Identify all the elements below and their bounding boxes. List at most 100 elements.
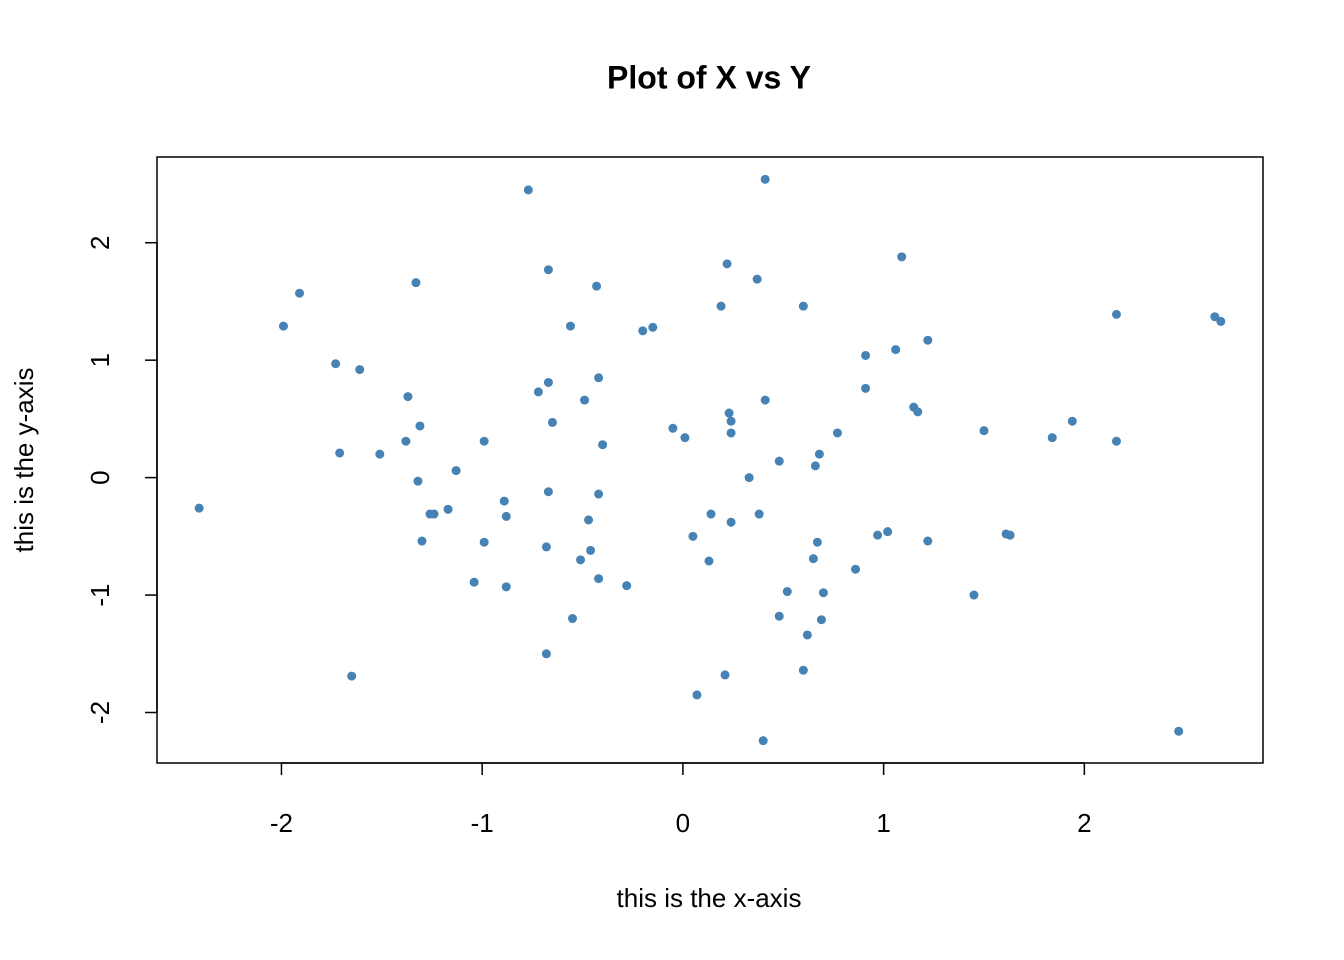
point bbox=[403, 392, 413, 402]
point bbox=[706, 509, 716, 519]
chart-title: Plot of X vs Y bbox=[607, 59, 811, 95]
point bbox=[861, 350, 871, 360]
point bbox=[923, 335, 933, 345]
point bbox=[541, 542, 551, 552]
x-tick-label: -1 bbox=[471, 808, 494, 838]
point bbox=[680, 433, 690, 443]
point bbox=[722, 259, 732, 269]
x-axis-label: this is the x-axis bbox=[617, 883, 802, 913]
x-tick-label: 1 bbox=[876, 808, 890, 838]
point bbox=[802, 630, 812, 640]
point bbox=[568, 614, 578, 624]
point bbox=[897, 252, 907, 262]
point bbox=[754, 509, 764, 519]
point bbox=[411, 278, 421, 288]
point bbox=[798, 665, 808, 675]
point bbox=[541, 649, 551, 659]
point bbox=[720, 670, 730, 680]
point bbox=[295, 288, 305, 298]
point bbox=[451, 466, 461, 476]
point bbox=[1174, 726, 1184, 736]
point bbox=[648, 322, 658, 332]
y-tick-label: 0 bbox=[85, 470, 115, 484]
point bbox=[586, 545, 596, 555]
y-tick-label: -2 bbox=[85, 701, 115, 724]
point bbox=[883, 527, 893, 537]
point bbox=[782, 587, 792, 597]
point bbox=[501, 511, 511, 521]
point bbox=[523, 185, 533, 195]
point bbox=[758, 736, 768, 746]
point bbox=[812, 537, 822, 547]
point bbox=[443, 504, 453, 514]
point bbox=[580, 395, 590, 405]
point bbox=[851, 564, 861, 574]
point bbox=[774, 456, 784, 466]
x-tick-label: 2 bbox=[1077, 808, 1091, 838]
point bbox=[760, 174, 770, 184]
point bbox=[692, 690, 702, 700]
point bbox=[375, 449, 385, 459]
point bbox=[543, 377, 553, 387]
point bbox=[347, 671, 357, 681]
point bbox=[668, 423, 678, 433]
point bbox=[331, 359, 341, 369]
point bbox=[622, 581, 632, 591]
point bbox=[594, 574, 604, 584]
point bbox=[543, 487, 553, 497]
point bbox=[726, 428, 736, 438]
point bbox=[547, 417, 557, 427]
point bbox=[417, 536, 427, 546]
point bbox=[774, 611, 784, 621]
point bbox=[401, 436, 411, 446]
x-tick-label: 0 bbox=[676, 808, 690, 838]
point bbox=[726, 416, 736, 426]
y-axis-label: this is the y-axis bbox=[9, 368, 39, 553]
x-tick-label: -2 bbox=[270, 808, 293, 838]
point bbox=[584, 515, 594, 525]
point bbox=[1047, 433, 1057, 443]
point bbox=[194, 503, 204, 513]
point bbox=[1067, 416, 1077, 426]
point bbox=[716, 301, 726, 311]
point bbox=[832, 428, 842, 438]
point bbox=[923, 536, 933, 546]
point bbox=[724, 408, 734, 418]
point bbox=[798, 301, 808, 311]
point bbox=[501, 582, 511, 592]
point bbox=[533, 387, 543, 397]
point bbox=[861, 383, 871, 393]
point bbox=[814, 449, 824, 459]
point bbox=[594, 489, 604, 499]
point bbox=[744, 473, 754, 483]
point bbox=[704, 556, 714, 566]
point bbox=[479, 537, 489, 547]
point bbox=[278, 321, 288, 331]
point bbox=[1005, 530, 1015, 540]
point bbox=[810, 461, 820, 471]
point bbox=[565, 321, 575, 331]
y-tick-label: -1 bbox=[85, 583, 115, 606]
point bbox=[1216, 316, 1226, 326]
point bbox=[638, 326, 648, 336]
point bbox=[688, 531, 698, 541]
point bbox=[979, 426, 989, 436]
point bbox=[1111, 309, 1121, 319]
point bbox=[873, 530, 883, 540]
point bbox=[752, 274, 762, 284]
point bbox=[969, 590, 979, 600]
point bbox=[592, 281, 602, 291]
point bbox=[469, 577, 479, 587]
point bbox=[355, 365, 365, 375]
plot-frame bbox=[156, 156, 1264, 764]
point bbox=[816, 615, 826, 625]
point bbox=[543, 265, 553, 275]
point bbox=[808, 554, 818, 564]
y-tick-label: 1 bbox=[85, 353, 115, 367]
y-tick-label: 2 bbox=[85, 235, 115, 249]
point bbox=[413, 476, 423, 486]
point bbox=[760, 395, 770, 405]
point bbox=[415, 421, 425, 431]
